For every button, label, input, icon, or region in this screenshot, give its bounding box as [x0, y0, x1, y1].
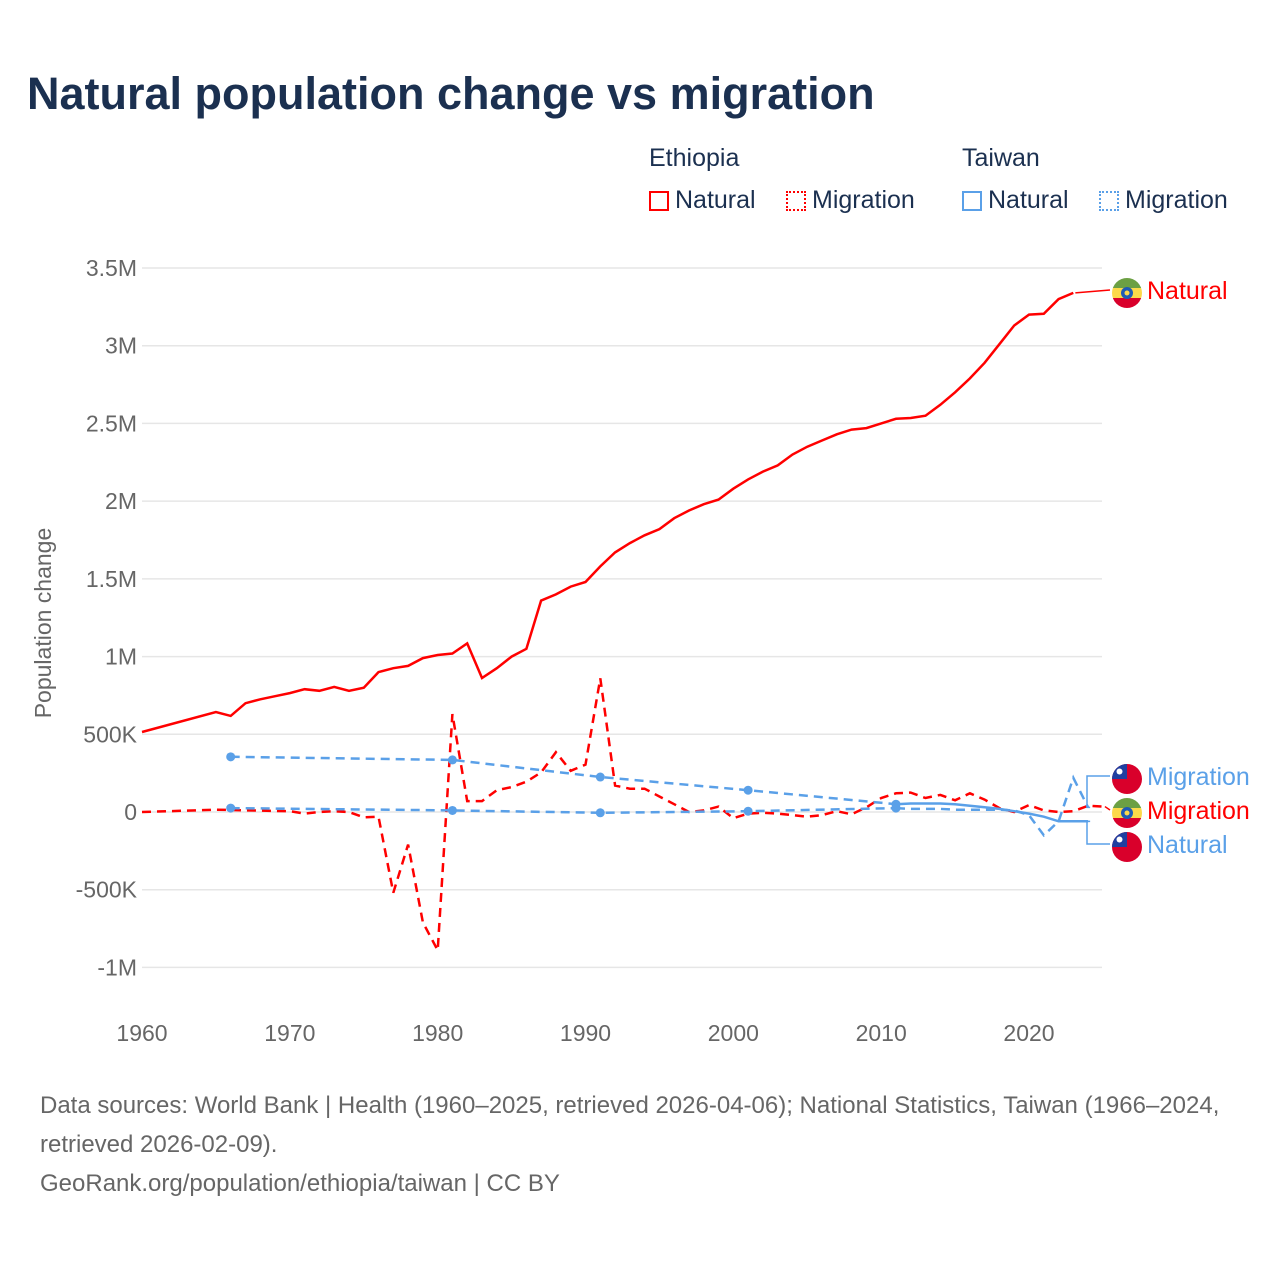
- data-point: [447, 805, 457, 815]
- flag-sun: [1116, 836, 1123, 843]
- end-label-text: Natural: [1147, 277, 1228, 305]
- taiwan-natural-line: [895, 802, 1089, 823]
- flag-stripe: [1112, 818, 1142, 828]
- y-axis-label: Population change: [30, 528, 56, 719]
- legend-item-taiwan-natural[interactable]: Natural: [962, 186, 1069, 215]
- data-point: [595, 772, 605, 782]
- legend-group-ethiopia: Ethiopia: [649, 144, 740, 172]
- data-point: [447, 755, 457, 765]
- flag-star: [1124, 290, 1130, 296]
- flag-stripe: [1112, 798, 1142, 808]
- ethiopia-migration-line: [141, 678, 1103, 955]
- legend-item-taiwan-migration[interactable]: Migration: [1099, 186, 1228, 215]
- legend-label: Natural: [675, 186, 756, 214]
- y-tick-label: 3M: [105, 333, 137, 359]
- taiwan-flag-icon: [1112, 832, 1142, 862]
- y-tick-label: 3.5M: [86, 255, 137, 281]
- footer-credit[interactable]: GeoRank.org/population/ethiopia/taiwan |…: [40, 1170, 560, 1197]
- end-label-text: Migration: [1147, 797, 1250, 825]
- y-tick-label: 2M: [105, 488, 137, 514]
- ethiopia-flag-icon: [1112, 798, 1142, 828]
- data-point: [226, 752, 236, 762]
- y-tick-label: 2.5M: [86, 410, 137, 436]
- x-tick-label: 2000: [708, 1020, 759, 1046]
- x-tick-label: 1990: [560, 1020, 611, 1046]
- legend-label: Migration: [1125, 186, 1228, 214]
- legend-item-ethiopia-natural[interactable]: Natural: [649, 186, 756, 215]
- flag-sun: [1116, 768, 1123, 775]
- y-tick-label: 0: [124, 799, 137, 825]
- y-tick-label: -1M: [97, 954, 137, 980]
- taiwan-natural-line-sparse: [230, 755, 897, 806]
- y-tick-label: 1M: [105, 644, 137, 670]
- legend-item-ethiopia-migration[interactable]: Migration: [786, 186, 915, 215]
- legend-swatch-solid: [649, 190, 669, 211]
- end-label-ethiopia-migration: Migration: [1104, 797, 1250, 828]
- x-tick-label: 2020: [1003, 1020, 1054, 1046]
- x-tick-label: 1960: [116, 1020, 167, 1046]
- data-point: [595, 808, 605, 818]
- legend-swatch-dotted: [786, 190, 806, 211]
- legend-label: Migration: [812, 186, 915, 214]
- footer-sources: Data sources: World Bank | Health (1960–…: [40, 1092, 1220, 1158]
- data-point: [891, 803, 901, 813]
- ethiopia-natural-line: [141, 291, 1074, 734]
- x-tick-label: 1980: [412, 1020, 463, 1046]
- legend-group-taiwan: Taiwan: [962, 144, 1040, 172]
- label-connector: [1086, 775, 1110, 809]
- end-label-ethiopia-natural: Natural: [1075, 277, 1228, 308]
- data-point: [743, 806, 753, 816]
- end-label-taiwan-migration: Migration: [1086, 763, 1250, 809]
- taiwan-flag-icon: [1112, 764, 1142, 794]
- end-label-text: Migration: [1147, 763, 1250, 791]
- data-point: [226, 803, 236, 813]
- end-label-text: Natural: [1147, 831, 1228, 859]
- legend-swatch-dotted: [1099, 190, 1119, 211]
- x-tick-label: 1970: [264, 1020, 315, 1046]
- label-connector: [1104, 805, 1111, 811]
- ethiopia-flag-icon: [1112, 278, 1142, 308]
- legend-swatch-solid: [962, 190, 982, 211]
- label-connector: [1086, 820, 1110, 845]
- chart-title: Natural population change vs migration: [27, 68, 875, 119]
- label-connector: [1075, 289, 1111, 294]
- y-tick-label: 1.5M: [86, 566, 137, 592]
- y-tick-label: 500K: [83, 721, 137, 747]
- x-tick-label: 2010: [856, 1020, 907, 1046]
- flag-star: [1124, 810, 1130, 816]
- end-label-taiwan-natural: Natural: [1086, 820, 1228, 862]
- y-tick-label: -500K: [76, 877, 138, 903]
- data-point: [743, 785, 753, 795]
- flag-stripe: [1112, 278, 1142, 288]
- flag-stripe: [1112, 298, 1142, 308]
- legend-label: Natural: [988, 186, 1069, 214]
- taiwan-migration-line: [895, 774, 1090, 838]
